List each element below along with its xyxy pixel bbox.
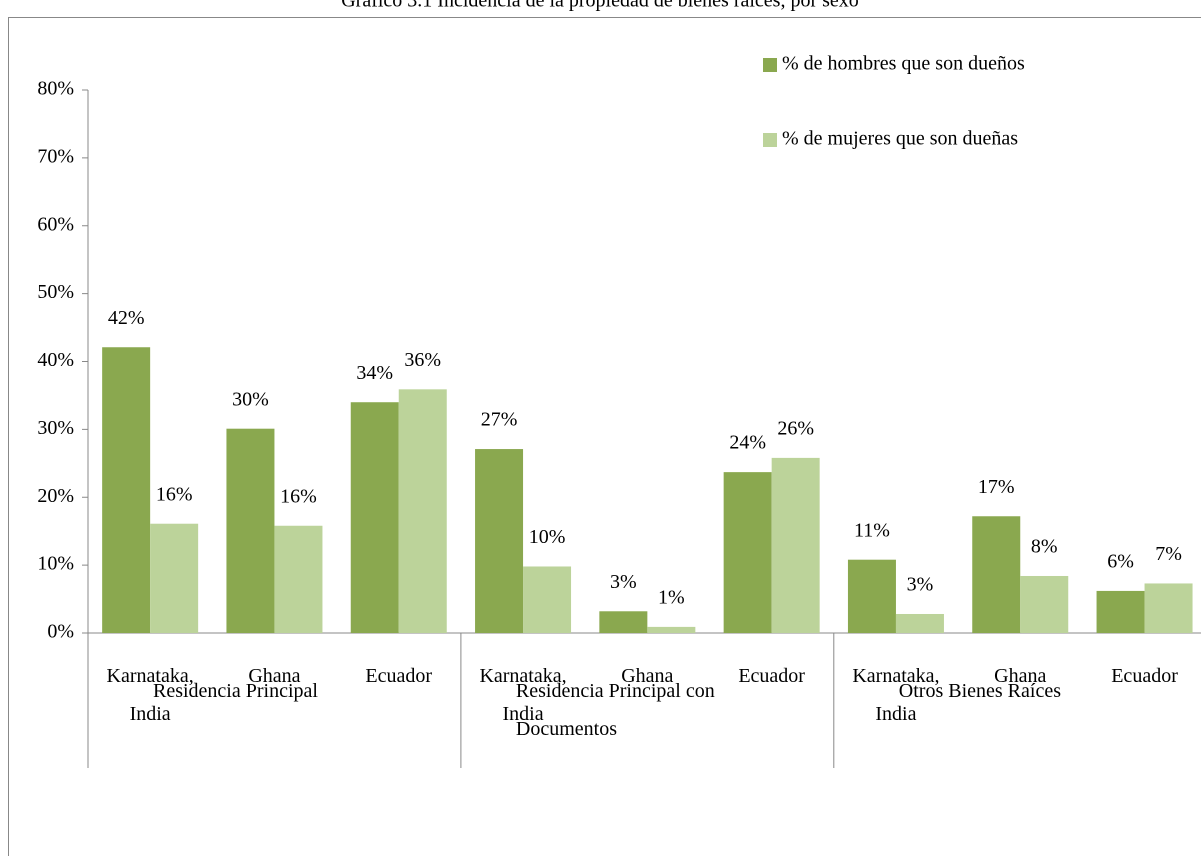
value-label: 17%: [978, 476, 1015, 498]
y-tick-label: 30%: [37, 417, 74, 439]
value-label: 3%: [610, 571, 637, 593]
value-label: 16%: [156, 483, 193, 505]
legend-label: % de mujeres que son dueñas: [782, 128, 1018, 150]
y-tick-label: 60%: [37, 213, 74, 235]
bar: [150, 523, 199, 633]
value-label: 26%: [777, 417, 814, 439]
chart-title: Gráfico 3.1 Incidencia de la propiedad d…: [341, 0, 859, 12]
value-label: 16%: [280, 485, 317, 507]
x-tick-label: Ghana: [248, 665, 301, 687]
bar: [102, 347, 151, 633]
bar: [723, 472, 772, 633]
bar: [523, 566, 572, 633]
value-label: 36%: [404, 349, 441, 371]
frame: [8, 17, 1201, 856]
value-label: 11%: [854, 519, 890, 541]
value-label: 42%: [108, 307, 145, 329]
bar: [1096, 590, 1145, 633]
legend-label: % de hombres que son dueños: [782, 53, 1025, 75]
y-tick-label: 40%: [37, 349, 74, 371]
value-label: 30%: [232, 388, 269, 410]
x-tick-label: Ecuador: [738, 665, 805, 687]
bar: [1144, 583, 1193, 633]
bar: [274, 525, 323, 633]
group-label: Residencia Principal con Documentos: [515, 680, 715, 740]
group-label: Otros Bienes Raíces: [898, 680, 1061, 702]
value-label: 34%: [356, 362, 393, 384]
group-label: Residencia Principal: [153, 680, 318, 702]
bar: [895, 613, 944, 633]
value-label: 10%: [529, 526, 566, 548]
y-tick-label: 70%: [37, 145, 74, 167]
y-tick-label: 0%: [47, 621, 74, 643]
x-tick-label: Ecuador: [1111, 665, 1178, 687]
value-label: 6%: [1107, 551, 1134, 573]
bar: [475, 449, 524, 633]
x-tick-label: Ecuador: [365, 665, 433, 687]
y-tick-label: 80%: [37, 78, 74, 100]
bar: [972, 516, 1021, 633]
bar: [599, 611, 648, 633]
legend-swatch: [763, 58, 777, 72]
y-tick-label: 50%: [37, 281, 74, 303]
value-label: 1%: [658, 586, 685, 608]
bar: [226, 428, 275, 633]
value-label: 3%: [907, 574, 934, 596]
bar: [847, 559, 896, 633]
legend-swatch: [763, 133, 777, 147]
value-label: 24%: [729, 432, 766, 454]
bar: [350, 402, 399, 633]
y-tick-label: 20%: [37, 485, 74, 507]
bar: [398, 389, 447, 633]
x-tick-label: Karnataka, India: [106, 665, 194, 725]
y-tick-label: 10%: [37, 553, 74, 575]
bar: [771, 457, 820, 633]
value-label: 27%: [481, 409, 518, 431]
x-tick-label: Karnataka, India: [479, 665, 567, 725]
value-label: 8%: [1031, 536, 1058, 558]
x-tick-label: Karnataka, India: [852, 665, 940, 725]
x-tick-label: Ghana: [621, 665, 674, 687]
value-label: 7%: [1155, 543, 1182, 565]
bar: [1020, 575, 1069, 633]
x-tick-label: Ghana: [994, 665, 1047, 687]
bar: [647, 626, 696, 633]
